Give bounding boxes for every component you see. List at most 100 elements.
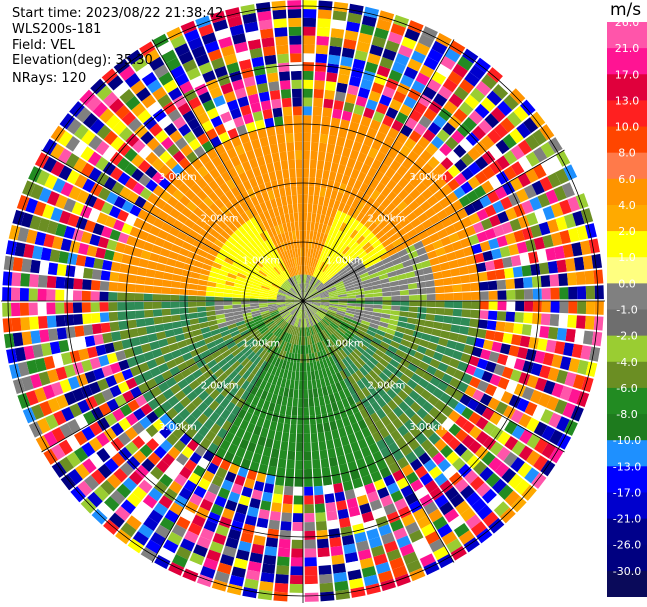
velocity-gate <box>392 417 404 430</box>
velocity-gate <box>282 503 293 514</box>
velocity-gate <box>516 398 530 413</box>
velocity-gate <box>585 301 596 315</box>
velocity-gate <box>255 347 265 357</box>
velocity-gate <box>292 397 298 408</box>
velocity-gate <box>582 255 594 270</box>
velocity-gate <box>157 229 169 240</box>
velocity-gate <box>117 381 130 394</box>
velocity-gate <box>191 408 203 420</box>
velocity-gate <box>440 330 451 340</box>
velocity-gate <box>257 435 267 447</box>
velocity-gate <box>303 294 310 301</box>
velocity-gate <box>275 35 288 46</box>
velocity-gate <box>210 115 223 128</box>
velocity-gate <box>291 370 296 381</box>
velocity-gate <box>445 365 457 377</box>
velocity-gate <box>492 200 505 214</box>
velocity-gate <box>154 324 165 333</box>
velocity-gate <box>351 422 361 433</box>
velocity-gate <box>390 285 400 292</box>
velocity-gate <box>137 523 154 539</box>
velocity-gate <box>179 80 194 95</box>
velocity-gate <box>103 249 115 261</box>
velocity-gate <box>153 374 166 386</box>
velocity-gate <box>390 23 406 36</box>
velocity-gate <box>321 205 328 216</box>
velocity-gate <box>100 201 114 215</box>
velocity-gate <box>363 286 373 291</box>
velocity-gate <box>519 335 531 348</box>
velocity-gate <box>51 236 64 250</box>
velocity-gate <box>230 265 240 273</box>
velocity-gate <box>389 280 400 287</box>
velocity-gate <box>226 276 236 283</box>
velocity-gate <box>303 168 310 178</box>
velocity-gate <box>399 373 411 384</box>
velocity-gate <box>285 314 292 322</box>
velocity-gate <box>593 269 604 284</box>
velocity-gate <box>460 485 475 500</box>
velocity-gate <box>330 545 344 557</box>
velocity-gate <box>542 234 554 248</box>
velocity-gate <box>232 304 242 309</box>
velocity-gate <box>67 376 80 390</box>
velocity-gate <box>215 447 227 459</box>
velocity-gate <box>216 341 227 350</box>
velocity-gate <box>388 69 403 83</box>
velocity-gate <box>280 378 287 388</box>
velocity-gate <box>296 177 303 187</box>
velocity-gate <box>202 331 213 340</box>
velocity-gate <box>253 147 264 158</box>
velocity-gate <box>258 19 273 31</box>
velocity-gate <box>451 316 462 325</box>
velocity-gate <box>321 368 328 378</box>
velocity-gate <box>394 53 410 66</box>
velocity-gate <box>523 312 533 324</box>
velocity-gate <box>405 347 417 357</box>
velocity-gate <box>331 333 339 343</box>
velocity-gate <box>395 378 407 390</box>
velocity-gate <box>360 215 370 225</box>
velocity-gate <box>183 130 196 144</box>
velocity-gate <box>127 319 137 329</box>
velocity-gate <box>119 186 132 200</box>
velocity-gate <box>499 507 516 524</box>
velocity-gate <box>306 308 312 318</box>
velocity-gate <box>365 197 376 208</box>
velocity-gate <box>254 119 266 131</box>
velocity-gate <box>303 292 306 301</box>
azimuth-line <box>41 300 304 453</box>
velocity-gate <box>364 415 374 427</box>
velocity-gate <box>439 479 454 494</box>
velocity-gate <box>254 204 263 215</box>
velocity-gate <box>546 396 560 412</box>
velocity-gate <box>167 531 183 546</box>
velocity-gate <box>417 136 431 149</box>
velocity-gate <box>311 304 320 309</box>
velocity-gate <box>305 284 310 293</box>
velocity-gate <box>538 392 551 408</box>
velocity-gate <box>495 401 509 415</box>
velocity-gate <box>259 308 269 313</box>
velocity-gate <box>432 452 446 466</box>
velocity-gate <box>108 512 125 528</box>
velocity-gate <box>418 452 432 465</box>
velocity-gate <box>448 332 459 342</box>
velocity-gate <box>294 301 303 304</box>
velocity-gate <box>276 395 283 405</box>
velocity-gate <box>208 400 220 412</box>
velocity-gate <box>254 319 264 326</box>
velocity-gate <box>391 195 403 207</box>
velocity-gate <box>415 318 426 326</box>
velocity-gate <box>220 265 231 273</box>
velocity-gate <box>271 268 280 276</box>
velocity-gate <box>435 247 446 257</box>
velocity-gate <box>351 392 361 404</box>
velocity-gate <box>568 227 580 243</box>
velocity-gate <box>282 169 290 179</box>
velocity-gate <box>251 330 261 338</box>
velocity-gate <box>271 98 282 109</box>
colorbar-segment <box>607 335 647 363</box>
velocity-gate <box>280 242 287 252</box>
velocity-gate <box>332 332 341 341</box>
